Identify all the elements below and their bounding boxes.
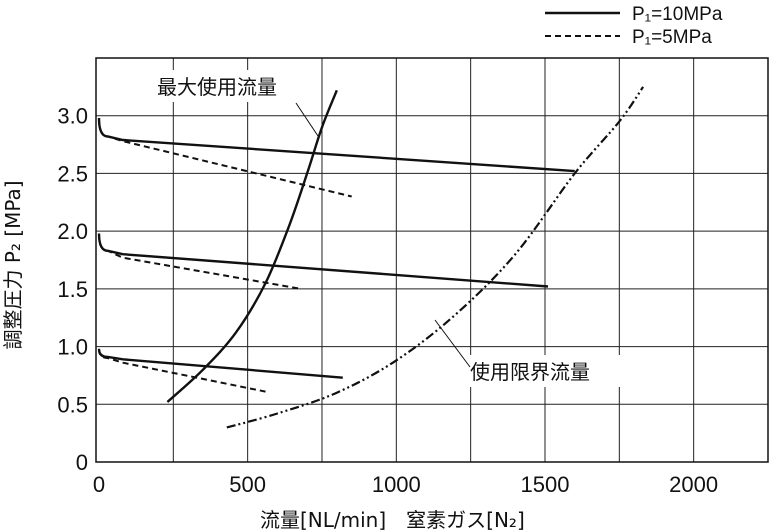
annotations: 最大使用流量 使用限界流量: [153, 70, 628, 387]
series-line-6: [166, 89, 338, 403]
x-tick-label: 500: [229, 472, 266, 497]
annotation-leader-max-flow: [295, 102, 319, 137]
y-axis-title: 調整圧力 P₂ [MPa]: [1, 180, 25, 349]
annotation-box-max-flow: [153, 70, 307, 102]
series-line-1: [98, 117, 352, 198]
y-tick-label: 3.0: [57, 104, 88, 129]
y-tick-label: 1.5: [57, 277, 88, 302]
y-tick-label: 2.5: [57, 161, 88, 186]
annotation-leader-limit-flow: [434, 319, 471, 368]
series-line-2: [97, 233, 549, 288]
annotation-max-flow: 最大使用流量: [157, 75, 277, 99]
legend: P₁=10MPa P₁=5MPa: [545, 4, 723, 48]
legend-label-5mpa: P₁=5MPa: [632, 27, 712, 48]
series-line-5: [98, 348, 266, 393]
legend-label-10mpa: P₁=10MPa: [632, 4, 723, 25]
x-tick-label: 1000: [372, 472, 421, 497]
y-tick-label: 2.0: [57, 219, 88, 244]
series-line-0: [97, 117, 575, 173]
tick-labels: 0 500 1000 1500 2000 0 0.5 1.0 1.5 2.0 2.5 3.0: [57, 104, 718, 497]
series-line-4: [97, 348, 343, 379]
x-tick-label: 2000: [669, 472, 718, 497]
series-line-7: [226, 86, 645, 429]
y-tick-label: 0.5: [57, 392, 88, 417]
y-tick-label: 0: [76, 450, 88, 475]
x-tick-label: 1500: [521, 472, 570, 497]
annotation-box-limit-flow: [466, 355, 628, 387]
x-axis-title: 流量[NL/min] 窒素ガス[N₂]: [260, 508, 525, 530]
plot-frame: [95, 57, 769, 463]
series-layer: [97, 86, 645, 429]
x-tick-label: 0: [93, 472, 105, 497]
annotation-limit-flow: 使用限界流量: [470, 360, 590, 384]
grid-lines: [96, 58, 768, 462]
series-line-3: [98, 233, 302, 290]
y-tick-label: 1.0: [57, 335, 88, 360]
